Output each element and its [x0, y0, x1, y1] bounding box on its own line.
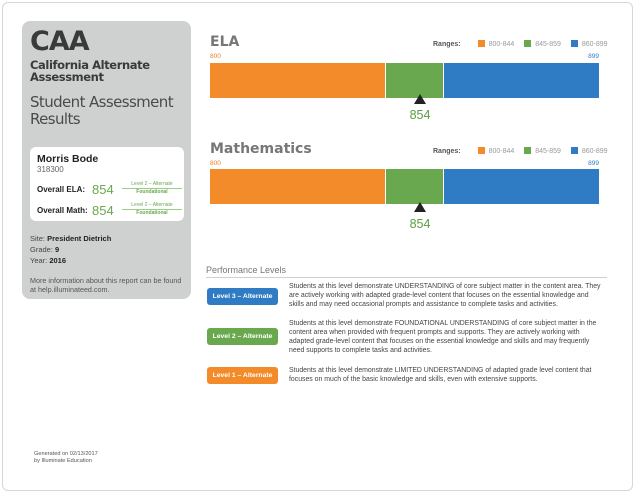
- legend-swatch-green: [524, 147, 532, 154]
- legend-range-1: 800-844: [477, 40, 515, 48]
- legend-range-1: 800-844: [477, 147, 515, 155]
- ranges-label: Ranges:: [433, 148, 461, 155]
- overall-ela-level-label: Level 2 – Alternate: [122, 181, 182, 189]
- year-info: Year: 2016: [30, 256, 66, 265]
- legend-range-1-text: 800-844: [488, 41, 515, 48]
- overall-math-level: Level 2 – Alternate Foundational: [122, 202, 182, 217]
- caa-full-name: California Alternate Assessment: [30, 58, 150, 84]
- ela-chart-title: ELA: [210, 34, 240, 50]
- generated-date: Generated on 02/13/2017: [34, 451, 98, 457]
- page-frame: [2, 2, 633, 491]
- bar-segment-845-859: [386, 63, 444, 98]
- legend-range-2: 845-859: [524, 147, 561, 155]
- more-info-text: More information about this report can b…: [30, 276, 182, 294]
- legend-swatch-orange: [477, 147, 485, 154]
- bar-segment-860-899: [444, 63, 599, 98]
- legend-range-3: 860-899: [570, 147, 608, 155]
- site-info: Site: President Dietrich: [30, 234, 111, 243]
- bar-segment-800-844: [210, 63, 386, 98]
- level-3-description: Students at this level demonstrate UNDER…: [289, 283, 601, 308]
- math-axis-min: 800: [210, 160, 221, 167]
- level-3-badge: Level 3 – Alternate: [207, 288, 278, 305]
- student-id: 318300: [37, 165, 64, 174]
- level-1-badge: Level 1 – Alternate: [207, 367, 278, 384]
- math-score-value: 854: [409, 217, 431, 231]
- bar-segment-860-899: [444, 169, 599, 204]
- legend-swatch-orange: [477, 40, 485, 47]
- student-name: Morris Bode: [37, 153, 99, 165]
- ela-score-marker-icon: [414, 94, 427, 104]
- bar-segment-800-844: [210, 169, 386, 204]
- site-value: President Dietrich: [47, 234, 112, 243]
- legend-range-2-text: 845-859: [535, 41, 561, 48]
- divider: [206, 277, 607, 278]
- legend-swatch-green: [524, 40, 532, 47]
- overall-math-score: 854: [92, 203, 114, 218]
- math-ranges-legend: Ranges: 800-844 845-859 860-899: [433, 147, 608, 155]
- grade-info: Grade: 9: [30, 245, 59, 254]
- overall-math-label: Overall Math:: [37, 206, 88, 215]
- math-axis-max: 899: [588, 160, 599, 167]
- grade-value: 9: [55, 245, 60, 254]
- ranges-label: Ranges:: [433, 41, 461, 48]
- legend-range-1-text: 800-844: [488, 148, 515, 155]
- ela-ranges-legend: Ranges: 800-844 845-859 860-899: [433, 40, 608, 48]
- legend-range-2-text: 845-859: [535, 148, 561, 155]
- overall-ela-level-name: Foundational: [136, 189, 168, 195]
- caa-logo-text: CAA: [30, 26, 90, 57]
- performance-levels-title: Performance Levels: [206, 265, 287, 275]
- grade-label: Grade:: [30, 245, 53, 254]
- overall-math-row: Overall Math: 854 Level 2 – Alternate Fo…: [37, 202, 183, 220]
- ela-axis-max: 899: [588, 53, 599, 60]
- math-score-bar: [210, 169, 599, 204]
- year-label: Year:: [30, 256, 48, 265]
- ela-axis-min: 800: [210, 53, 221, 60]
- level-2-description: Students at this level demonstrate FOUND…: [289, 320, 597, 354]
- overall-ela-score: 854: [92, 182, 114, 197]
- math-chart-title: Mathematics: [210, 141, 312, 157]
- legend-range-3-text: 860-899: [581, 148, 608, 155]
- legend-range-3-text: 860-899: [581, 41, 608, 48]
- level-2-badge: Level 2 – Alternate: [207, 328, 278, 345]
- ela-score-value: 854: [409, 108, 431, 122]
- legend-swatch-blue: [570, 40, 578, 47]
- legend-range-3: 860-899: [570, 40, 608, 48]
- summary-panel: CAA California Alternate Assessment Stud…: [22, 21, 191, 299]
- student-card: Morris Bode 318300 Overall ELA: 854 Leve…: [30, 147, 184, 221]
- footer: Generated on 02/13/2017 by Illuminate Ed…: [34, 451, 98, 465]
- generated-by: by Illuminate Education: [34, 458, 92, 464]
- math-score-marker-icon: [414, 202, 427, 212]
- overall-ela-level: Level 2 – Alternate Foundational: [122, 181, 182, 196]
- level-1-description: Students at this level demonstrate LIMIT…: [289, 367, 592, 383]
- overall-math-level-label: Level 2 – Alternate: [122, 202, 182, 210]
- legend-range-2: 845-859: [524, 40, 561, 48]
- ela-score-bar: [210, 63, 599, 98]
- bar-segment-845-859: [386, 169, 444, 204]
- overall-math-level-name: Foundational: [136, 210, 168, 216]
- legend-swatch-blue: [570, 147, 578, 154]
- overall-ela-label: Overall ELA:: [37, 185, 86, 194]
- overall-ela-row: Overall ELA: 854 Level 2 – Alternate Fou…: [37, 181, 183, 199]
- report-title: Student Assessment Results: [30, 93, 174, 128]
- site-label: Site:: [30, 234, 46, 243]
- year-value: 2016: [49, 256, 67, 265]
